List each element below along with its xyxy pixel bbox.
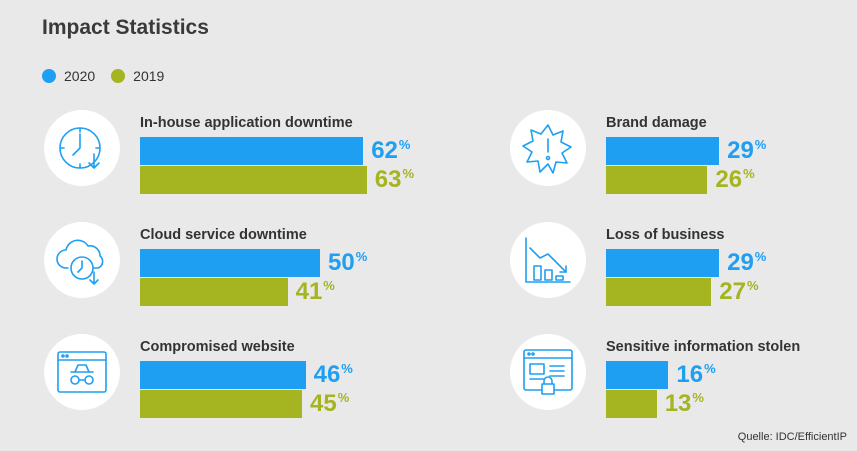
- legend-swatch-2020: [42, 69, 56, 83]
- data-label-2020: 50%: [328, 249, 368, 276]
- cloud-clock-icon: [56, 239, 104, 285]
- data-label-2019: 26%: [715, 166, 755, 193]
- legend-swatch-2019: [111, 69, 126, 83]
- legend-item-2020: 2020: [42, 68, 95, 84]
- bar-2020: [606, 137, 720, 165]
- bar-2019: [606, 166, 708, 194]
- data-label-2019: 27%: [719, 278, 759, 305]
- source-note: Quelle: IDC/EfficientIP: [737, 431, 847, 443]
- bar-2020: [140, 361, 306, 389]
- data-label-2019: 41%: [295, 278, 335, 305]
- legend-item-2019: 2019: [111, 68, 164, 84]
- clock-arrow-icon-circle: [44, 110, 120, 186]
- bar-2019: [606, 278, 712, 306]
- browser-lock-icon: [523, 349, 573, 395]
- data-label-2020: 16%: [676, 361, 716, 388]
- alert-burst-icon-circle: [510, 110, 586, 186]
- legend: 2020 2019: [42, 68, 180, 84]
- category-label: Cloud service downtime: [140, 227, 307, 243]
- legend-label-2019: 2019: [133, 68, 165, 84]
- bar-2020: [606, 249, 720, 277]
- bar-2020: [140, 249, 320, 277]
- bar-2020: [606, 361, 669, 389]
- cloud-clock-icon-circle: [44, 222, 120, 298]
- data-label-2019: 63%: [374, 166, 415, 193]
- data-label-2020: 29%: [727, 137, 767, 164]
- data-label-2019: 45%: [310, 390, 350, 417]
- browser-spy-icon-circle: [44, 334, 120, 410]
- data-label-2019: 13%: [664, 390, 704, 417]
- data-label-2020: 62%: [371, 137, 411, 164]
- browser-lock-icon-circle: [510, 334, 586, 410]
- legend-label-2020: 2020: [64, 68, 96, 84]
- category-label: In-house application downtime: [140, 115, 353, 131]
- category-label: Sensitive information stolen: [606, 339, 801, 355]
- bar-2019: [140, 278, 288, 306]
- declining-chart-icon-circle: [510, 222, 586, 298]
- alert-burst-icon: [522, 124, 572, 174]
- category-label: Loss of business: [606, 227, 725, 243]
- bar-2020: [140, 137, 364, 165]
- bar-2019: [140, 166, 367, 194]
- declining-chart-icon: [525, 237, 571, 283]
- browser-spy-icon: [57, 351, 107, 393]
- clock-arrow-icon: [59, 127, 101, 169]
- category-label: Compromised website: [140, 339, 295, 355]
- data-label-2020: 46%: [313, 361, 353, 388]
- bar-2019: [140, 390, 302, 418]
- page-title: Impact Statistics: [42, 16, 209, 39]
- category-label: Brand damage: [606, 115, 707, 131]
- data-label-2020: 29%: [727, 249, 767, 276]
- bar-2019: [606, 390, 657, 418]
